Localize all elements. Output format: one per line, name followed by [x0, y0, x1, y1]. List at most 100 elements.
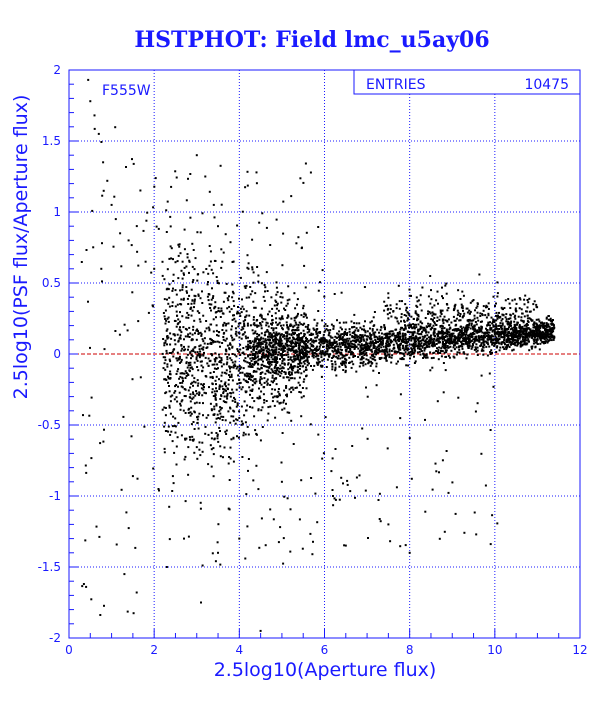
data-point [200, 387, 203, 390]
data-point [489, 321, 491, 324]
data-point [412, 326, 415, 329]
data-point [281, 366, 284, 369]
data-point [513, 343, 516, 346]
data-point [272, 339, 275, 342]
data-point [301, 349, 304, 352]
data-point [302, 304, 305, 307]
data-point [226, 344, 229, 347]
data-point [392, 332, 395, 335]
data-point [281, 362, 284, 365]
data-point [360, 351, 363, 354]
data-point [361, 334, 364, 337]
data-point [502, 346, 504, 349]
data-point [218, 331, 221, 334]
data-point [276, 302, 279, 305]
data-point [417, 318, 420, 321]
data-point [293, 319, 296, 322]
data-point [179, 408, 182, 411]
data-point [238, 537, 241, 540]
data-point [250, 359, 253, 362]
data-point [256, 342, 259, 345]
data-point [549, 329, 552, 332]
data-point [192, 348, 195, 351]
data-point [498, 342, 501, 345]
data-point [380, 326, 383, 329]
data-point [485, 316, 488, 319]
data-point [323, 337, 326, 340]
data-point [254, 378, 257, 381]
data-point [201, 302, 204, 304]
data-point [491, 343, 494, 346]
data-point [207, 357, 210, 360]
data-point [262, 386, 265, 389]
data-point [518, 326, 521, 329]
data-point [173, 339, 176, 342]
data-point [252, 358, 255, 361]
data-point [462, 351, 465, 354]
data-point [301, 387, 304, 389]
data-point [407, 340, 410, 343]
data-point [171, 440, 174, 443]
data-point [249, 405, 251, 408]
data-point [492, 339, 494, 342]
data-point [253, 370, 256, 372]
data-point [209, 260, 212, 263]
data-point [344, 349, 347, 352]
data-point [429, 351, 432, 354]
data-point [387, 332, 390, 335]
data-point [333, 497, 336, 500]
data-point [417, 313, 420, 316]
data-point [486, 324, 489, 327]
data-point [370, 342, 373, 345]
data-point [197, 415, 200, 418]
data-point [314, 352, 317, 355]
data-point [332, 495, 334, 497]
data-point [251, 397, 254, 399]
data-point [421, 286, 424, 289]
data-point [236, 435, 238, 438]
data-point [303, 362, 306, 365]
chart-title: HSTPHOT: Field lmc_u5ay06 [134, 27, 489, 53]
data-point [257, 355, 260, 358]
data-point [198, 401, 201, 404]
data-point [405, 347, 408, 350]
data-point [263, 364, 265, 367]
data-point [204, 175, 207, 178]
data-point [300, 314, 303, 317]
data-point [423, 343, 426, 345]
data-point [237, 306, 239, 308]
data-point [271, 319, 273, 322]
data-point [217, 367, 219, 370]
data-point [306, 361, 309, 364]
data-point [484, 314, 487, 317]
data-point [263, 377, 266, 380]
data-point [334, 498, 337, 501]
data-point [196, 418, 199, 421]
data-point [276, 338, 279, 341]
data-point [162, 312, 165, 314]
data-point [251, 379, 254, 382]
data-point [494, 323, 497, 326]
data-point [219, 164, 222, 167]
data-point [508, 332, 511, 335]
data-point [433, 329, 436, 332]
data-point [516, 335, 519, 338]
data-point [212, 371, 215, 373]
data-point [270, 356, 273, 359]
data-point [282, 345, 285, 348]
data-point [192, 328, 195, 331]
data-point [448, 342, 451, 345]
data-point [289, 345, 292, 348]
data-point [489, 429, 492, 431]
data-point [437, 340, 440, 343]
data-point [499, 322, 502, 325]
data-point [185, 372, 188, 374]
data-point [346, 479, 349, 482]
data-point [237, 374, 240, 377]
data-point [277, 351, 280, 354]
data-point [259, 358, 262, 360]
data-point [226, 392, 229, 395]
data-point [371, 341, 374, 344]
x-tick-labels: 0 2 4 6 8 10 12 [65, 643, 587, 657]
